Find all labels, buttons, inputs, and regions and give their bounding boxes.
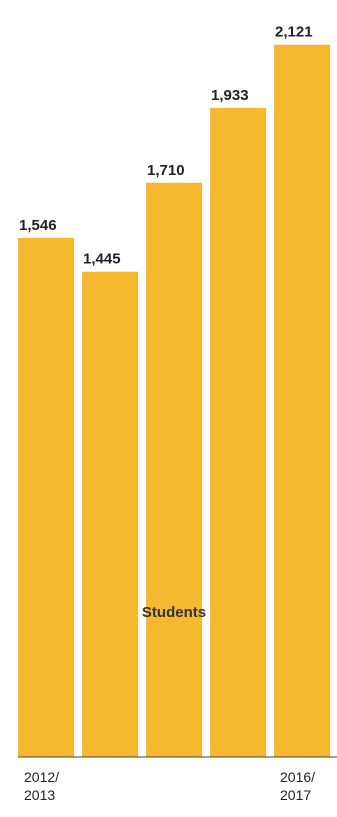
tick-labels-group: 2012/2013 2016/2017 [24, 769, 315, 803]
value-labels-group: 1,546 1,445 1,710 1,933 2,121 [19, 24, 313, 268]
value-label-2012-2013: 1,546 [19, 217, 57, 234]
value-label-2013-2014: 1,445 [83, 251, 121, 268]
bar-2012-2013 [18, 237, 74, 757]
value-label-2015-2016: 1,933 [211, 87, 249, 104]
value-label-2014-2015: 1,710 [147, 162, 185, 179]
series-name-label: Students [142, 604, 206, 621]
x-tick-label-2016-2017: 2016/2017 [280, 769, 315, 803]
bars-group [18, 44, 330, 758]
value-label-2016-2017: 2,121 [275, 24, 313, 41]
x-tick-label-2012-2013: 2012/2013 [24, 769, 59, 803]
bar-2013-2014 [82, 271, 138, 757]
bar-2016-2017 [274, 44, 330, 758]
bar-2014-2015 [146, 182, 202, 758]
bar-2015-2016 [210, 107, 266, 757]
